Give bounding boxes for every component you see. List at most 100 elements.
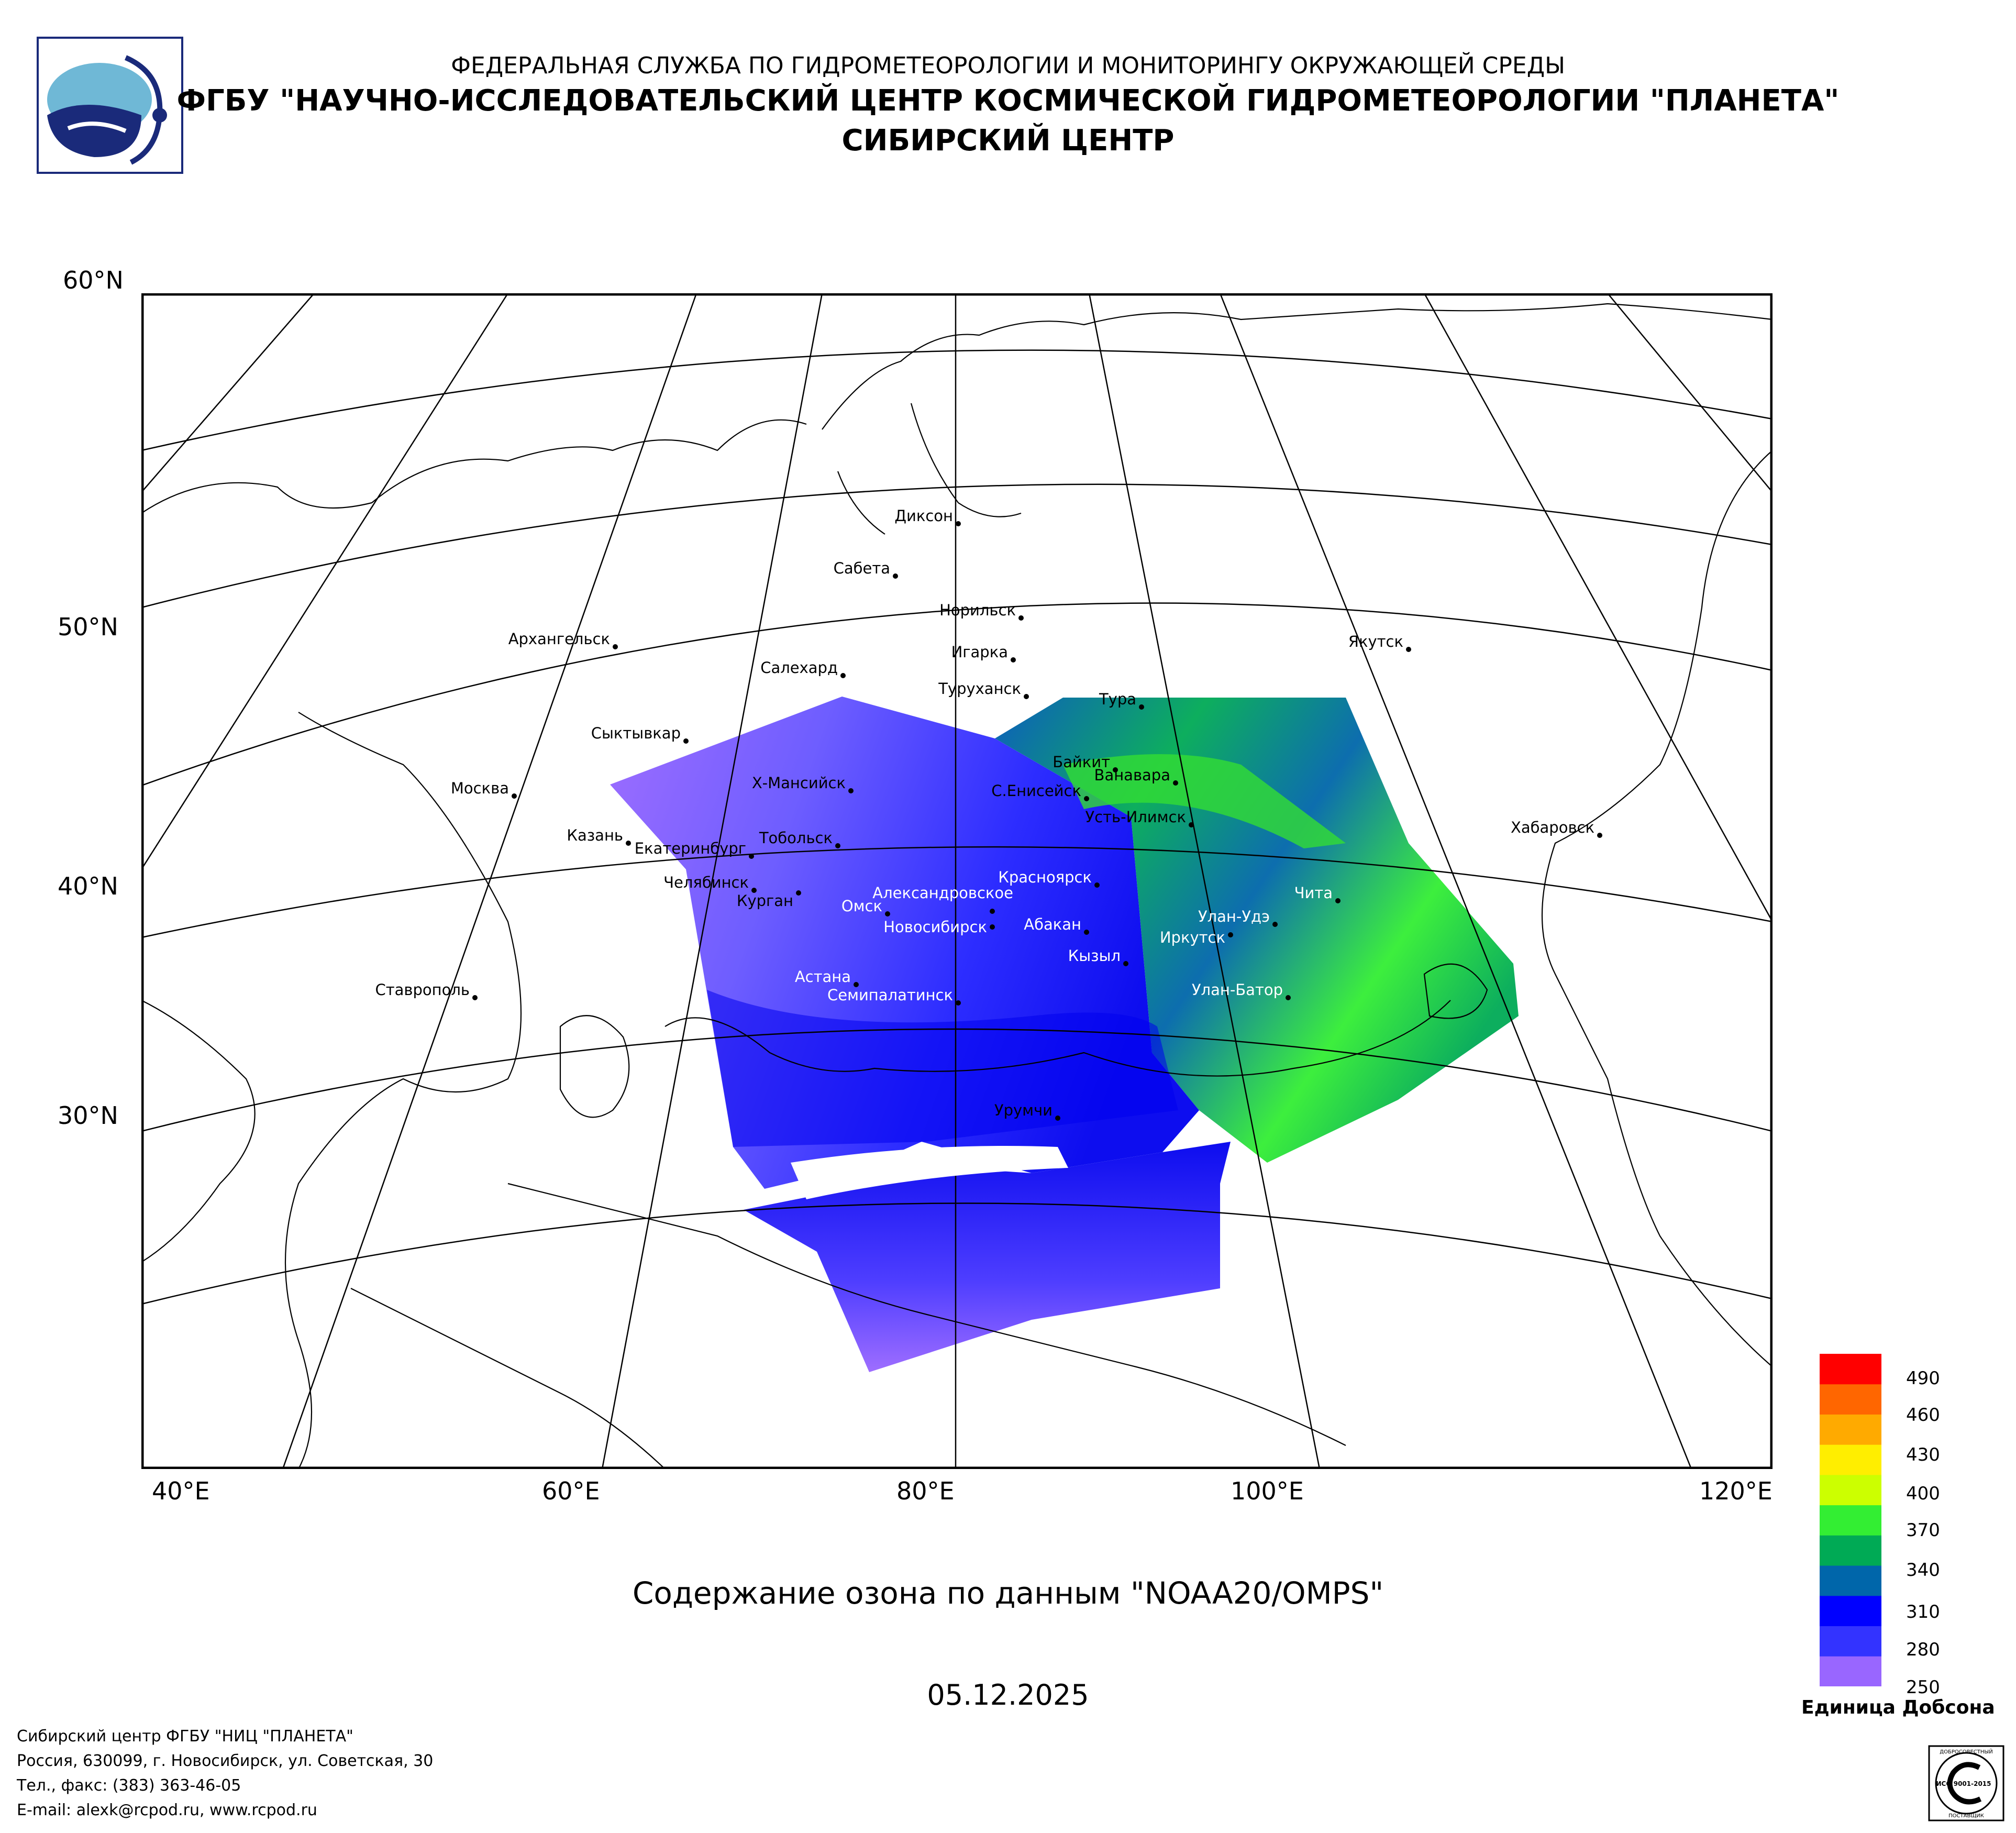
city-krasnoyarsk: Красноярск bbox=[998, 868, 1100, 888]
city-label: Иркутск bbox=[1160, 929, 1225, 946]
lat-label-40: 40°N bbox=[58, 872, 118, 900]
city-stavropol: Ставрополь bbox=[375, 981, 478, 1000]
city-label: Ставрополь bbox=[375, 981, 470, 999]
ozone-swath-central bbox=[707, 990, 1178, 1147]
lat-label-60: 60°N bbox=[63, 266, 124, 294]
city-label: Туруханск bbox=[938, 680, 1021, 698]
legend-tick-280: 280 bbox=[1906, 1639, 1940, 1660]
iso-certificate-seal: ДОБРОСОВЕСТНЫЙ ИСО 9001-2015 ПОСТАВЩИК bbox=[1928, 1745, 2004, 1821]
legend-unit: Единица Добсона bbox=[1801, 1697, 1995, 1718]
city-label: Урумчи bbox=[994, 1101, 1053, 1119]
city-urumchi: Урумчи bbox=[994, 1101, 1060, 1121]
city-chelyabinsk: Челябинск bbox=[663, 874, 757, 893]
city-label: Улан-Батор bbox=[1192, 981, 1283, 999]
city-label: Екатеринбург bbox=[635, 840, 746, 857]
legend-swatch bbox=[1820, 1565, 1881, 1596]
city-chita: Чита bbox=[1294, 884, 1341, 903]
city-label: Хабаровск bbox=[1511, 819, 1594, 836]
city-kh-mansiysk: Х-Мансийск bbox=[752, 774, 854, 793]
city-label: Тобольск bbox=[759, 829, 833, 847]
city-label: Игарка bbox=[951, 643, 1008, 661]
cert-top-text: ДОБРОСОВЕСТНЫЙ bbox=[1940, 1748, 1992, 1755]
city-label: Чита bbox=[1294, 884, 1333, 902]
ozone-swath-east bbox=[995, 698, 1519, 1163]
city-label: Улан-Удэ bbox=[1198, 908, 1270, 925]
lon-label-100: 100°E bbox=[1231, 1477, 1304, 1505]
map-frame bbox=[141, 293, 1773, 1469]
legend-swatch bbox=[1820, 1656, 1881, 1686]
lat-label-30: 30°N bbox=[58, 1101, 118, 1130]
city-omsk: Омск bbox=[841, 897, 890, 916]
city-s-eniseysk: С.Енисейск bbox=[991, 782, 1089, 801]
city-label: Курган bbox=[737, 892, 793, 910]
legend-swatch bbox=[1820, 1354, 1881, 1385]
city-label: Усть-Илимск bbox=[1085, 808, 1186, 826]
city-baykit: Байкит bbox=[1053, 753, 1118, 772]
legend-tick-370: 370 bbox=[1906, 1520, 1940, 1541]
legend-swatch bbox=[1820, 1384, 1881, 1415]
city-irkutsk: Иркутск bbox=[1160, 929, 1233, 946]
city-sabeta: Сабета bbox=[834, 559, 898, 579]
legend-tick-490: 490 bbox=[1906, 1368, 1940, 1389]
city-label: Омск bbox=[841, 897, 882, 915]
map-date: 05.12.2025 bbox=[927, 1679, 1089, 1711]
lon-label-40: 40°E bbox=[152, 1477, 210, 1505]
legend-swatch bbox=[1820, 1595, 1881, 1627]
city-tobolsk: Тобольск bbox=[759, 829, 840, 848]
city-label: Абакан bbox=[1024, 915, 1081, 933]
city-ekaterinburg: Екатеринбург bbox=[635, 840, 754, 859]
city-khabarovsk: Хабаровск bbox=[1511, 819, 1602, 838]
city-label: Челябинск bbox=[663, 874, 749, 891]
city-label: Якутск bbox=[1348, 633, 1403, 650]
legend-tick-250: 250 bbox=[1906, 1677, 1940, 1698]
city-label: Астана bbox=[795, 968, 851, 986]
city-label: Тура bbox=[1099, 690, 1136, 708]
legend-swatch bbox=[1820, 1505, 1881, 1536]
ozone-swath-south bbox=[744, 1142, 1231, 1372]
footer-address: Россия, 630099, г. Новосибирск, ул. Сове… bbox=[17, 1752, 434, 1770]
city-label: Архангельск bbox=[508, 630, 610, 648]
product-title: Содержание озона по данным "NOAA20/OMPS" bbox=[632, 1575, 1384, 1611]
footer-phone: Тел., факс: (383) 363-46-05 bbox=[17, 1776, 241, 1795]
city-arkhangelsk: Архангельск bbox=[508, 630, 618, 649]
planeta-logo bbox=[37, 37, 183, 174]
city-label: Красноярск bbox=[998, 868, 1092, 886]
lat-label-50: 50°N bbox=[58, 613, 118, 641]
city-label: Сабета bbox=[834, 559, 890, 577]
city-label: Александровское bbox=[872, 884, 1013, 902]
city-label: Москва bbox=[451, 779, 509, 797]
ozone-map: Диксон Сабета Норильск Игарка Архангельс… bbox=[141, 293, 1773, 1469]
legend-swatch bbox=[1820, 1535, 1881, 1566]
header-agency: ФЕДЕРАЛЬНАЯ СЛУЖБА ПО ГИДРОМЕТЕОРОЛОГИИ … bbox=[451, 52, 1565, 79]
city-kurgan: Курган bbox=[737, 890, 801, 910]
city-moskva: Москва bbox=[451, 779, 517, 799]
city-kyzyl: Кызыл bbox=[1068, 947, 1128, 966]
legend-tick-400: 400 bbox=[1906, 1483, 1940, 1504]
city-ulan-ude: Улан-Удэ bbox=[1198, 908, 1278, 927]
coastlines bbox=[141, 303, 1773, 1469]
legend-swatch bbox=[1820, 1474, 1881, 1506]
city-layer: Диксон Сабета Норильск Игарка Архангельс… bbox=[375, 507, 1602, 1121]
ozone-swath-green-band bbox=[1063, 754, 1346, 848]
lon-label-120: 120°E bbox=[1699, 1477, 1773, 1505]
city-igarka: Игарка bbox=[951, 643, 1016, 662]
city-salekhard: Салехард bbox=[760, 659, 846, 678]
city-semipalatinsk: Семипалатинск bbox=[827, 986, 961, 1006]
legend-tick-430: 430 bbox=[1906, 1444, 1940, 1465]
city-label: Новосибирск bbox=[883, 918, 987, 936]
city-norilsk: Норильск bbox=[939, 601, 1024, 621]
legend-swatch bbox=[1820, 1444, 1881, 1475]
city-tura: Тура bbox=[1099, 690, 1144, 710]
city-label: Байкит bbox=[1053, 753, 1110, 771]
legend-tick-460: 460 bbox=[1906, 1405, 1940, 1426]
header-center: СИБИРСКИЙ ЦЕНТР bbox=[841, 124, 1175, 158]
city-label: Х-Мансийск bbox=[752, 774, 846, 792]
city-aleksandrovskoe: Александровское bbox=[872, 884, 1013, 914]
city-abakan: Абакан bbox=[1024, 915, 1089, 935]
city-label: Диксон bbox=[894, 507, 953, 525]
city-label: Казань bbox=[567, 826, 623, 844]
meridians bbox=[141, 293, 1773, 1469]
legend-swatch bbox=[1820, 1414, 1881, 1445]
city-novosibirsk: Новосибирск bbox=[883, 918, 995, 936]
city-label: Сыктывкар bbox=[591, 724, 681, 742]
